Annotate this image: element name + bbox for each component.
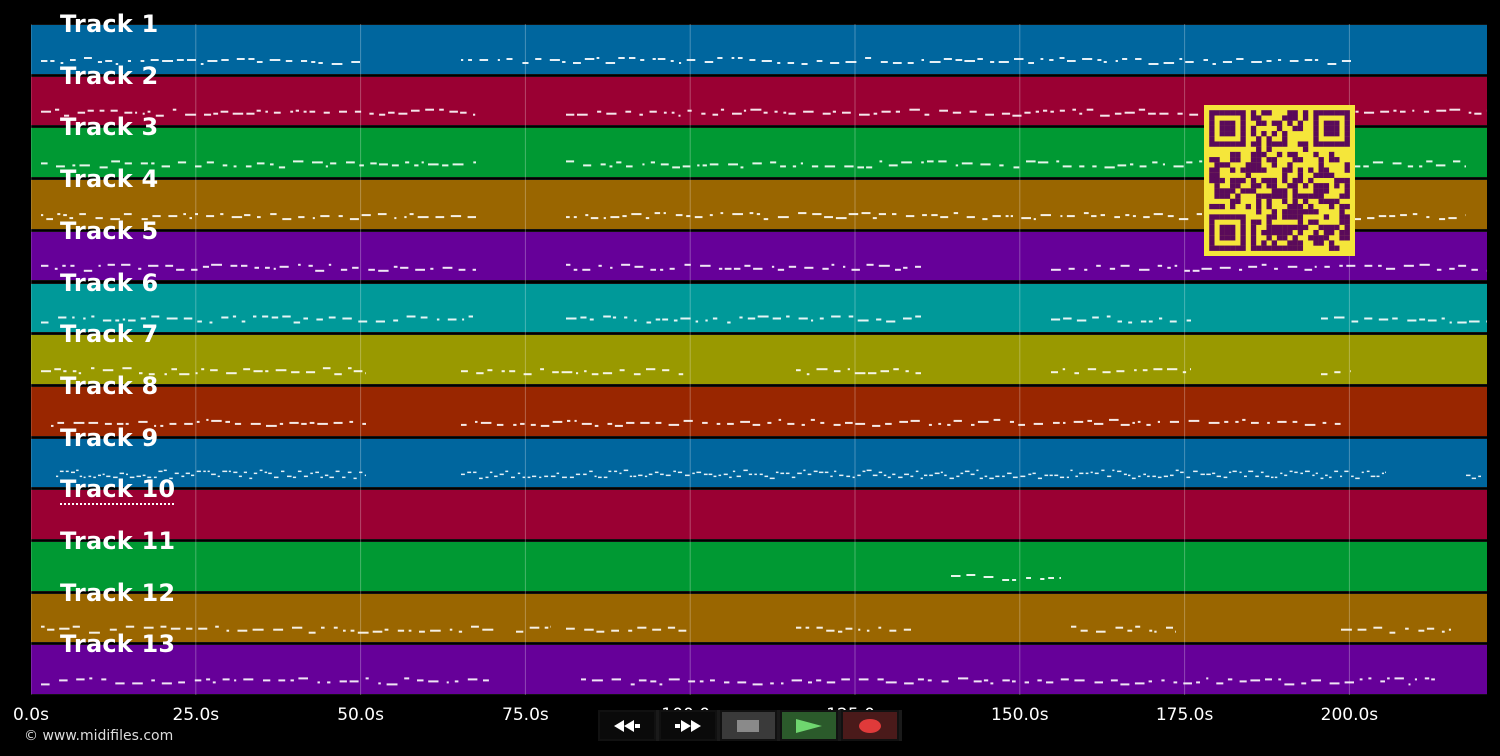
record-button[interactable] (841, 710, 899, 741)
track-lane (31, 437, 1487, 489)
record-icon (859, 718, 882, 733)
track-label: Track 7 (60, 320, 159, 349)
track-label: Track 12 (60, 578, 176, 607)
track-lane (31, 541, 1487, 592)
fast-forward-icon (674, 719, 701, 732)
track-label: Track 10 (60, 475, 176, 504)
time-tick-label: 25.0s (172, 705, 220, 725)
track-label: Track 9 (60, 423, 159, 452)
stop-icon (737, 719, 760, 732)
play-button[interactable] (780, 710, 839, 741)
track-lane (31, 24, 1487, 75)
qr-code-icon[interactable] (1204, 105, 1355, 256)
track-lane (31, 282, 1487, 334)
time-tick-label: 200.0s (1320, 705, 1379, 725)
rewind-icon (613, 719, 640, 732)
track-lane (31, 385, 1487, 437)
track-label: Track 4 (60, 165, 159, 194)
fast-forward-button[interactable] (658, 710, 717, 741)
track-lane (31, 644, 1487, 696)
track-label: Track 5 (60, 216, 159, 245)
track-label: Track 2 (60, 61, 159, 90)
track-label: Track 1 (60, 10, 159, 38)
track-label: Track 8 (60, 371, 159, 400)
track-label: Track 13 (60, 630, 176, 659)
track-label: Track 3 (60, 113, 159, 142)
track-lane (31, 489, 1487, 540)
track-label: Track 6 (60, 268, 159, 297)
time-tick-label: 0.0s (13, 705, 49, 725)
stop-button[interactable] (719, 710, 778, 741)
rewind-button[interactable] (598, 710, 656, 741)
track-lane (31, 592, 1487, 644)
transport-controls (598, 710, 902, 741)
time-tick-label: 175.0s (1155, 705, 1214, 725)
time-tick-label: 150.0s (991, 705, 1049, 725)
time-tick-label: 75.0s (502, 705, 549, 725)
track-lane (31, 334, 1487, 385)
play-icon (796, 718, 823, 733)
track-label: Track 11 (60, 527, 176, 555)
copyright-text: © www.midifiles.com (24, 728, 174, 744)
time-tick-label: 50.0s (337, 705, 384, 725)
